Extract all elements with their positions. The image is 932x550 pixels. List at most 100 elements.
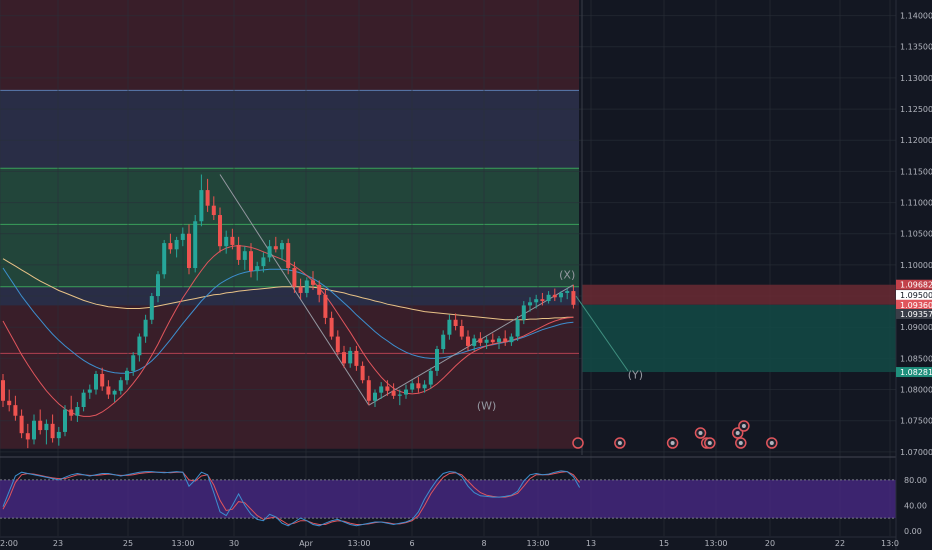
event-markers[interactable] [572,420,778,449]
time-tick-9: 13:00 [526,539,549,548]
candle-body-20 [125,370,129,381]
candle-body-53 [329,317,334,337]
candle-body-75 [466,336,470,346]
candle-body-83 [515,319,520,337]
candle-body-37 [230,236,235,245]
fib-zones [0,0,579,449]
candle-body-61 [379,386,384,393]
candle-body-5 [32,420,36,440]
stop-zone [582,284,896,305]
candle-body-85 [528,302,532,306]
price-tick-13: 1.07500 [900,417,932,426]
osc-tick-1: 40.00 [904,501,927,510]
candle-body-54 [335,336,340,353]
candle-body-28 [174,239,179,250]
time-tick-0: 2:00 [0,539,18,548]
projection-path [575,295,629,372]
candle-body-3 [19,415,24,434]
price-tag-label-4: 1.08281 [900,368,932,377]
candle-body-87 [540,299,545,302]
candle-body-34 [211,205,216,216]
candle-body-69 [428,370,433,385]
candle-body-30 [187,233,191,269]
stochastic-pane [0,456,932,527]
candle-body-47 [292,268,297,287]
candle-body-77 [478,338,483,343]
candle-body-81 [503,338,508,343]
osc-k-line [2,470,581,527]
candle-body-26 [162,243,167,275]
price-tick-2: 1.13000 [900,74,932,83]
price-tick-12: 1.08000 [900,386,932,395]
candle-body-52 [323,294,328,318]
candle-body-9 [56,431,61,439]
candle-body-23 [143,319,148,337]
candle-body-16 [100,373,105,387]
price-axis-bg [896,0,932,550]
candle-body-62 [385,386,390,391]
time-tick-6: 13:00 [347,539,370,548]
candle-body-50 [311,280,315,285]
time-tick-13: 20 [765,539,775,548]
candle-body-19 [118,380,123,391]
candle-body-45 [280,243,284,250]
event-marker-dot-8 [741,424,746,428]
candle-body-64 [397,394,402,396]
candle-body-39 [242,251,247,260]
event-marker-current [572,437,584,449]
candle-body-29 [180,233,185,240]
osc-tick-0: 80.00 [904,476,927,485]
fib-zone-3 [0,353,579,449]
candle-body-27 [168,243,173,250]
candle-body-48 [298,286,303,293]
wave-label-2: (Y) [628,368,643,381]
price-tick-7: 1.10500 [900,230,932,239]
price-tick-4: 1.12000 [900,136,932,145]
wave-label-1: (X) [559,269,575,282]
candle-body-71 [441,334,446,350]
candle-body-80 [497,338,501,343]
time-tick-11: 15 [659,539,669,548]
candle-body-12 [75,407,80,416]
candle-body-41 [255,266,260,272]
candle-body-84 [521,305,526,320]
candle-body-91 [565,291,570,293]
candle-body-73 [453,319,458,326]
candle-body-33 [205,190,210,206]
candlesticks[interactable] [1,174,576,449]
candle-body-22 [137,336,142,356]
price-tag-label-1: 1.09500 [900,291,932,300]
price-axis[interactable]: 1.14000 1.13500 1.13000 1.12500 1.12000 1.115… [895,0,932,550]
candle-body-42 [261,257,266,267]
candle-body-17 [106,386,111,395]
candle-body-55 [342,352,346,364]
price-tag-1 [896,290,932,301]
candle-body-10 [63,409,67,432]
time-tick-10: 13 [586,539,596,548]
candle-body-58 [360,365,365,381]
wave-label-0: (W) [477,400,496,413]
candle-body-67 [416,383,421,389]
candle-body-65 [404,389,408,395]
candle-body-88 [546,294,551,302]
candle-body-68 [422,384,427,389]
candle-body-82 [509,336,514,343]
candle-body-72 [447,319,452,335]
candle-body-76 [472,338,477,346]
time-tick-8: 8 [481,539,486,548]
candle-body-38 [236,244,241,260]
candle-body-49 [304,280,309,293]
price-tick-8: 1.10000 [900,261,932,270]
candle-body-66 [410,383,415,390]
fib-zone-2 [0,168,579,287]
price-tick-0: 1.14000 [900,12,932,21]
candle-body-46 [286,243,291,269]
event-marker-dot-0 [617,441,622,445]
candle-body-40 [249,251,253,272]
price-tick-6: 1.11000 [900,199,932,208]
time-axis[interactable]: 2:00 23 25 13:00 30 Apr 13:00 6 8 13:00 13 15 13:00 2… [0,536,899,548]
time-tick-5: Apr [299,539,314,548]
candle-body-7 [44,423,49,431]
price-tag-2 [896,299,932,310]
